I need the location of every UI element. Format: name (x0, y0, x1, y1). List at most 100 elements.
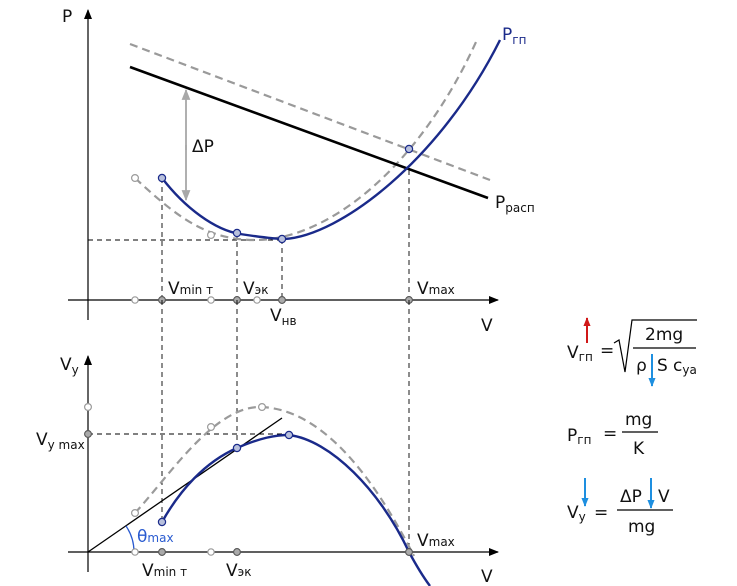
formula-2-equals: = (603, 424, 617, 444)
tick-label-vmin-t-bottom: Vmin т (142, 561, 187, 581)
tick-vek-bottom-main: V (226, 561, 238, 581)
theta-max-arc (125, 525, 135, 553)
available-thrust-line (129, 65, 489, 200)
tick-vek-top-sub: эк (255, 283, 269, 297)
required-curve-label-main: P (502, 25, 512, 45)
bottom-axis-hollow-1 (131, 548, 139, 556)
axis-hollow-point-1 (131, 296, 139, 304)
top-guide-lines (88, 170, 410, 300)
formula-1-den-s: S (657, 356, 668, 376)
formula-1-equals: = (600, 341, 614, 361)
tick-vmin-t-bottom-sub: min т (154, 565, 187, 579)
tick-label-vek-top: Vэк (243, 279, 268, 299)
point-vnv-top (277, 234, 287, 244)
formula-1-lhs-main: V (567, 343, 579, 363)
available-line-label: Pрасп (495, 193, 535, 215)
connecting-guide-lines (161, 300, 410, 552)
tick-vnv-sub: нв (282, 314, 297, 328)
dashed-climb-rate-curve (134, 405, 415, 557)
hollow-point-dashed-rise (207, 423, 216, 432)
bottom-axis-hollow-2 (207, 548, 215, 556)
point-vy-max-curve (284, 430, 294, 440)
formula-3-num-dp: ΔP (620, 487, 642, 507)
climb-rate-curve (160, 433, 431, 586)
formula-2-lhs: Pгп (567, 426, 591, 447)
tick-label-vmax-top: Vmax (417, 279, 455, 299)
formula-2-lhs-sub: гп (577, 433, 591, 447)
hollow-point-top-left (131, 174, 140, 183)
formula-3-num-v: V (658, 487, 670, 507)
axis-point-vnv (278, 296, 286, 304)
theta-max-sub: max (147, 531, 173, 545)
formula-vgp: Vгп = 2mg ρ S cya (567, 317, 697, 387)
point-vmin-t-bottom (157, 517, 167, 527)
bottom-y-axis-sub: y (72, 363, 79, 377)
tick-vnv-main: V (270, 306, 282, 326)
available-line-label-main: P (495, 193, 505, 213)
formula-3-lhs-main: V (567, 503, 579, 523)
formula-1-den-c-main: c (673, 356, 682, 376)
tick-vek-top-main: V (243, 279, 255, 299)
top-graph: P V ΔP Pгп Pрасп (62, 7, 535, 336)
formula-3-lhs-sub: y (579, 510, 586, 524)
tick-vmax-bottom-main: V (417, 531, 429, 551)
vy-max-sub: y max (48, 438, 85, 452)
hollow-point-dashed-left (131, 509, 140, 518)
axis-hollow-point-2 (207, 296, 215, 304)
bottom-y-axis-label: Vy (60, 355, 79, 377)
formula-pgp: Pгп = mg K (567, 410, 658, 459)
point-vek-top (232, 228, 242, 238)
tick-label-vek-bottom: Vэк (226, 561, 251, 581)
vy-max-label: Vy max (36, 430, 85, 452)
tick-vmin-t-top-main: V (168, 279, 180, 299)
tick-vek-bottom-sub: эк (238, 565, 252, 579)
formula-1-lhs-sub: гп (579, 350, 593, 364)
tick-label-vnv: Vнв (270, 306, 297, 328)
bottom-axis-point-vmax (405, 548, 413, 556)
delta-p-label: ΔP (192, 137, 214, 157)
formula-3-lhs: Vy (567, 503, 586, 524)
formula-2-denominator: K (633, 439, 645, 459)
formula-1-den-c: cya (673, 356, 697, 377)
point-vek-bottom (232, 443, 242, 453)
formula-1-den-c-sub: ya (682, 363, 696, 377)
tick-label-vmax-bottom: Vmax (417, 531, 455, 551)
top-y-axis-label: P (62, 7, 72, 27)
hollow-point-top-mid (207, 231, 216, 240)
point-vmax-top (404, 144, 414, 154)
hollow-point-dashed-peak (258, 403, 267, 412)
formula-vy: Vy = ΔP V mg (567, 478, 673, 537)
formula-3-equals: = (594, 503, 608, 523)
formula-1-numerator: 2mg (645, 325, 683, 345)
bottom-axis-point-vmin-t (158, 548, 166, 556)
tick-vmax-top-main: V (417, 279, 429, 299)
tick-vmax-bottom-sub: max (429, 535, 455, 549)
required-curve-label-sub: гп (512, 33, 526, 47)
bottom-y-axis-main: V (60, 355, 72, 375)
dashed-required-thrust-curve (134, 41, 478, 242)
top-x-axis-label: V (481, 316, 493, 336)
bottom-x-axis-label: V (481, 567, 493, 586)
tick-vmax-top-sub: max (429, 283, 455, 297)
formula-1-lhs: Vгп (567, 343, 593, 364)
bottom-axis-point-vek (233, 548, 241, 556)
bottom-graph: Vy V Vy max θmax (36, 355, 499, 586)
hollow-point-y-axis-top (83, 403, 92, 412)
theta-max-label: θmax (137, 527, 174, 547)
formula-1-den-rho: ρ (636, 356, 647, 376)
formula-2-numerator: mg (625, 410, 652, 430)
point-vy-max-axis (84, 430, 92, 438)
axis-hollow-point-3 (253, 296, 261, 304)
vy-max-main: V (36, 430, 48, 450)
tangent-line (87, 417, 283, 553)
theta-max-main: θ (137, 527, 147, 547)
sqrt-radical-icon (613, 319, 697, 373)
tick-label-vmin-t-top: Vmin т (168, 279, 213, 299)
tick-vmin-t-top-sub: min т (180, 283, 213, 297)
point-vmin-t-top (157, 173, 167, 183)
formula-2-lhs-main: P (567, 426, 577, 446)
required-curve-label: Pгп (502, 25, 526, 47)
tick-vmin-t-bottom-main: V (142, 561, 154, 581)
